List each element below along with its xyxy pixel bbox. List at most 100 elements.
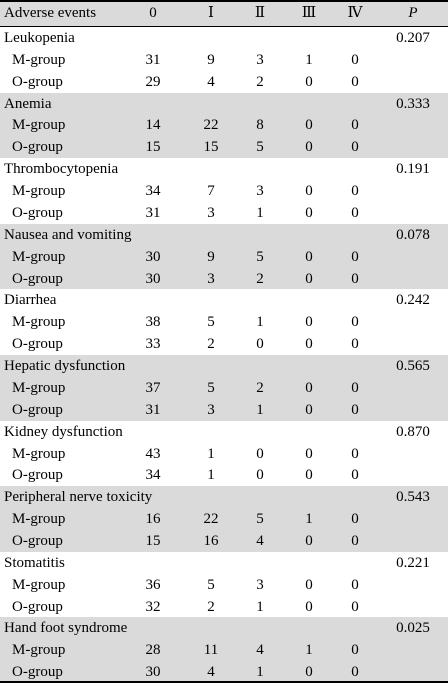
count-cell: 3 [256,51,264,68]
count-cell: 0 [305,598,313,615]
header-rule [0,26,448,27]
count-cell: 1 [207,467,215,484]
group-name: Nausea and vomiting [4,226,132,243]
count-cell: 0 [305,204,313,221]
count-cell: 2 [256,270,264,287]
count-cell: 3 [256,576,264,593]
count-cell: 0 [351,73,359,90]
group-name: Peripheral nerve toxicity [4,489,153,506]
count-cell: 31 [145,401,161,418]
row-label: O-group [12,533,63,549]
count-cell: 43 [145,445,161,462]
count-cell: 1 [207,445,215,462]
count-cell: 0 [351,314,359,331]
count-cell: 36 [145,576,161,593]
count-cell: 5 [207,576,215,593]
p-value: 0.207 [396,30,430,46]
count-cell: 0 [351,336,359,353]
count-cell: 34 [145,467,161,484]
group-name: Hand foot syndrome [4,620,128,637]
row-label: O-group [12,401,63,418]
count-cell: 0 [305,314,313,331]
count-cell: 0 [351,379,359,396]
group-background [0,92,448,159]
count-cell: 0 [256,445,264,462]
group-name: Kidney dysfunction [4,423,123,440]
count-cell: 0 [305,576,313,593]
count-cell: 14 [145,117,161,134]
count-cell: 0 [351,183,359,200]
row-label: O-group [12,598,63,615]
header-cell: 0 [149,5,157,21]
group-background [0,617,448,683]
bottom-rule [0,681,448,683]
count-cell: 38 [145,314,161,331]
count-cell: 0 [305,248,313,265]
count-cell: 0 [305,664,313,681]
p-value: 0.565 [396,358,430,375]
count-cell: 0 [305,183,313,200]
count-cell: 0 [351,117,359,134]
row-label: O-group [12,270,63,287]
count-cell: 1 [256,314,264,331]
row-label: M-group [12,183,66,200]
count-cell: 9 [207,51,215,68]
count-cell: 8 [256,117,264,134]
count-cell: 29 [145,73,161,90]
p-value: 0.078 [396,226,430,243]
count-cell: 1 [256,401,264,418]
header-cell: Ⅳ [347,5,363,21]
count-cell: 5 [207,379,215,396]
count-cell: 4 [207,664,215,681]
header-cell: Ⅰ [208,5,214,21]
count-cell: 5 [256,511,264,528]
count-cell: 0 [305,379,313,396]
count-cell: 3 [207,401,215,418]
p-value: 0.333 [396,95,430,112]
count-cell: 34 [145,183,161,200]
row-label: M-group [12,314,66,331]
group-name: Thrombocytopenia [4,161,119,178]
count-cell: 16 [145,511,161,528]
count-cell: 0 [305,533,313,549]
group-name: Diarrhea [4,292,57,309]
group-background [0,223,448,290]
row-label: O-group [12,204,63,221]
count-cell: 0 [351,139,359,156]
row-label: O-group [12,467,63,484]
count-cell: 3 [256,183,264,200]
header-cell: Ⅲ [301,5,317,21]
row-label: O-group [12,73,63,90]
row-label: M-group [12,379,66,396]
row-label: M-group [12,117,66,134]
row-label: M-group [12,511,66,528]
group-background [0,355,448,421]
count-cell: 1 [256,664,264,681]
header-cell: Ⅱ [254,5,266,21]
count-cell: 0 [351,401,359,418]
count-cell: 15 [145,533,161,549]
group-name: Hepatic dysfunction [4,358,126,375]
count-cell: 22 [203,511,219,528]
count-cell: 0 [351,270,359,287]
count-cell: 3 [207,270,215,287]
count-cell: 11 [203,642,219,659]
count-cell: 3 [207,204,215,221]
count-cell: 2 [256,379,264,396]
count-cell: 30 [145,270,161,287]
row-label: M-group [12,576,66,593]
count-cell: 5 [256,248,264,265]
count-cell: 5 [207,314,215,331]
count-cell: 0 [305,401,313,418]
count-cell: 0 [351,51,359,68]
count-cell: 1 [305,642,313,659]
count-cell: 37 [145,379,161,396]
p-value: 0.870 [396,423,430,440]
count-cell: 22 [203,117,219,134]
count-cell: 0 [351,467,359,484]
row-label: O-group [12,139,63,156]
count-cell: 33 [145,336,161,353]
group-name: Stomatitis [4,554,65,571]
count-cell: 0 [351,204,359,221]
